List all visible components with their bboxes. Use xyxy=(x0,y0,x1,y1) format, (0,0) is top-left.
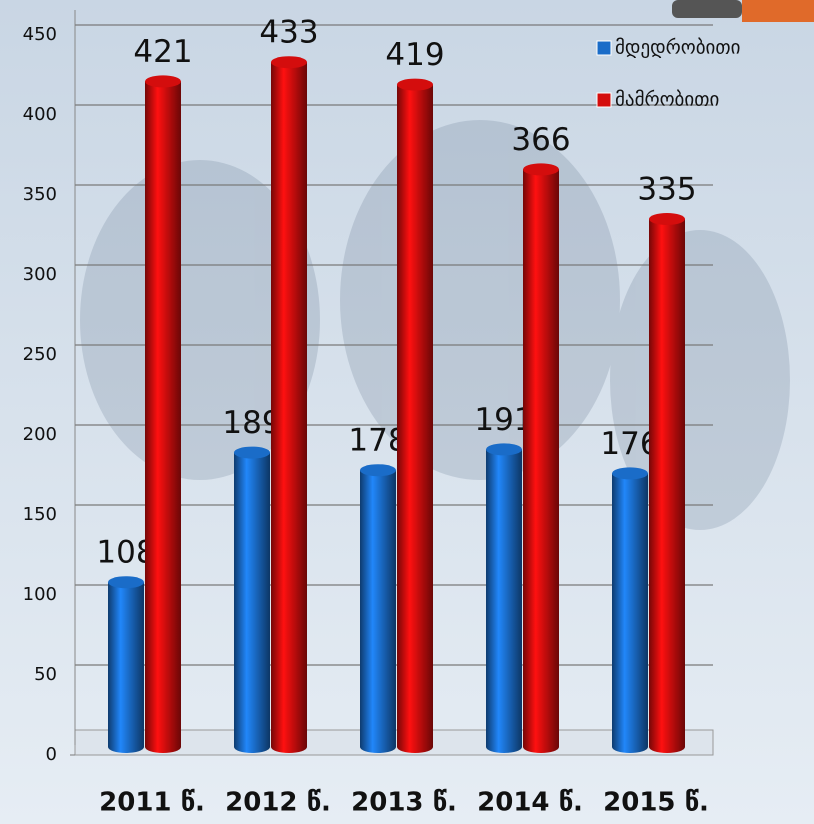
legend-swatch xyxy=(597,41,611,55)
bar-body xyxy=(145,81,181,753)
bar-body xyxy=(271,62,307,753)
bar xyxy=(145,75,181,753)
bar xyxy=(271,56,307,753)
bar-cap xyxy=(486,443,522,455)
bar xyxy=(486,443,522,753)
y-tick-label: 450 xyxy=(23,24,57,45)
y-tick-label: 100 xyxy=(23,584,57,605)
bar-body xyxy=(234,453,270,753)
bar xyxy=(523,163,559,753)
value-label: 335 xyxy=(637,172,696,208)
value-label: 419 xyxy=(385,37,444,73)
y-tick-label: 50 xyxy=(34,664,57,685)
bar-body xyxy=(360,470,396,753)
bar-cap xyxy=(271,56,307,68)
value-label: 421 xyxy=(133,34,192,70)
bar-cap xyxy=(523,163,559,175)
x-tick-label: 2013 წ. xyxy=(351,788,457,818)
chart: 0501001502002503003504004502011 წ.108421… xyxy=(0,0,814,824)
y-tick-label: 150 xyxy=(23,504,57,525)
value-label: 366 xyxy=(511,122,570,158)
bar-cap xyxy=(360,464,396,476)
bar xyxy=(397,79,433,753)
bar-cap xyxy=(397,79,433,91)
bar-body xyxy=(649,219,685,753)
bar-body xyxy=(486,449,522,753)
legend-swatch xyxy=(597,93,611,107)
y-tick-label: 0 xyxy=(46,744,57,765)
y-tick-label: 350 xyxy=(23,184,57,205)
bar-body xyxy=(397,85,433,753)
legend-label: მამრობითი xyxy=(615,89,719,111)
bar-body xyxy=(523,169,559,753)
bar xyxy=(649,213,685,753)
bar-cap xyxy=(234,447,270,459)
bar xyxy=(612,467,648,753)
bar-cap xyxy=(108,576,144,588)
y-tick-label: 400 xyxy=(23,104,57,125)
x-tick-label: 2012 წ. xyxy=(225,788,331,818)
bar xyxy=(360,464,396,753)
bar xyxy=(234,447,270,753)
bar-cap xyxy=(612,467,648,479)
x-tick-label: 2011 წ. xyxy=(99,788,205,818)
bar xyxy=(108,576,144,753)
photo-corner xyxy=(742,0,814,22)
y-tick-label: 300 xyxy=(23,264,57,285)
photo-corner xyxy=(672,0,742,18)
x-tick-label: 2014 წ. xyxy=(477,788,583,818)
bar-body xyxy=(108,582,144,753)
bar-body xyxy=(612,473,648,753)
bar-cap xyxy=(649,213,685,225)
bar-cap xyxy=(145,75,181,87)
y-tick-label: 200 xyxy=(23,424,57,445)
value-label: 433 xyxy=(259,15,318,51)
y-tick-label: 250 xyxy=(23,344,57,365)
x-tick-label: 2015 წ. xyxy=(603,788,709,818)
legend-label: მდედრობითი xyxy=(615,37,740,59)
